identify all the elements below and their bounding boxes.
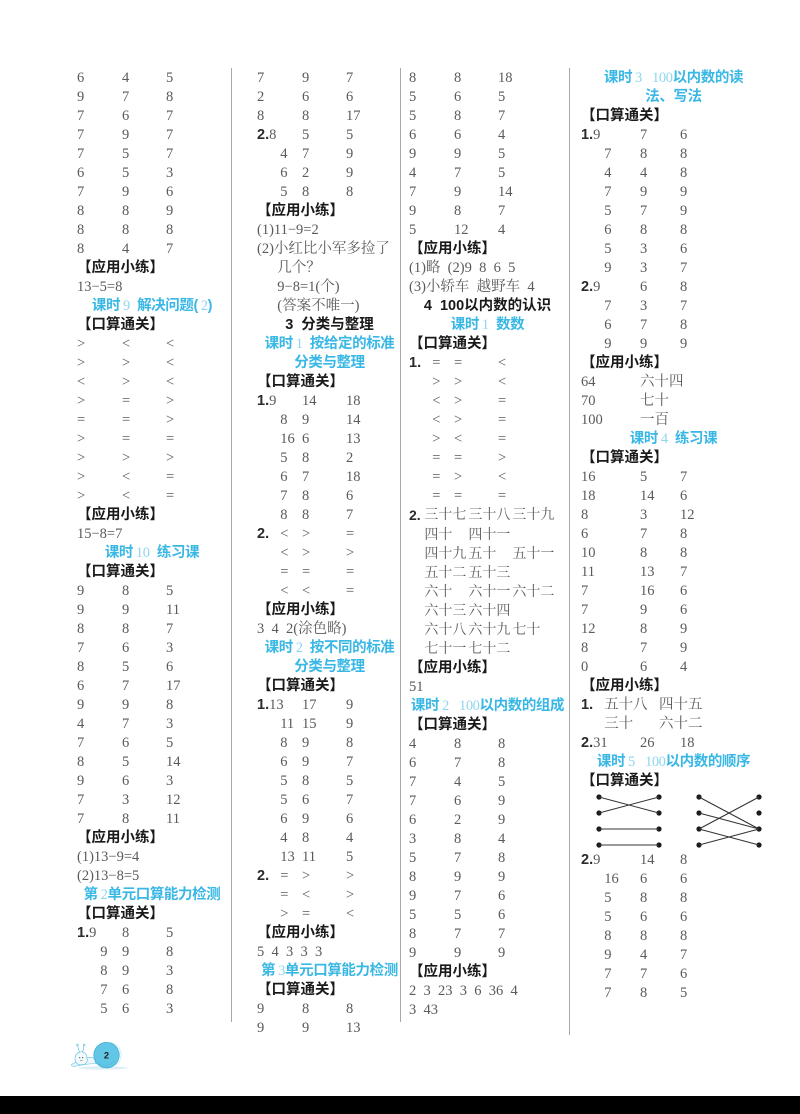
svg-text:2: 2 (104, 1051, 109, 1061)
